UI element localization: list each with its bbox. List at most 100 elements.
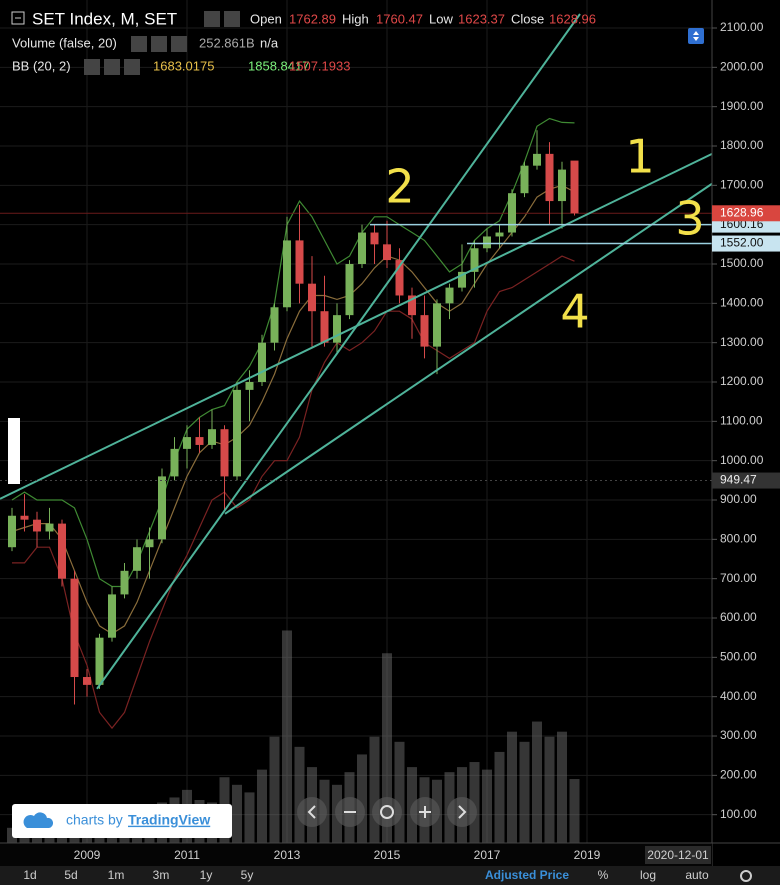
time-axis-layer: 2009 2011 2013 2015 2017 2019 <box>74 848 601 862</box>
bb-settings[interactable] <box>104 59 120 75</box>
scroll-left-button[interactable] <box>297 797 327 827</box>
y-tick-label: 1400.00 <box>720 296 764 310</box>
candle-body <box>470 248 479 272</box>
crosshair-label: 949.47 <box>720 473 757 487</box>
volume-remove[interactable] <box>171 36 187 52</box>
bb-eye[interactable] <box>84 59 100 75</box>
candle-body <box>8 515 16 548</box>
zoom-icons <box>307 805 467 819</box>
interval-button[interactable]: 5y <box>241 868 254 882</box>
candle-body <box>570 160 579 214</box>
y-tick-label: 1300.00 <box>720 335 764 349</box>
cloud-icon <box>23 812 54 828</box>
candle-body <box>395 260 404 296</box>
interval-button[interactable]: 1m <box>108 868 125 882</box>
volume-eye[interactable] <box>131 36 147 52</box>
y-tick-label: 1900.00 <box>720 99 764 113</box>
y-tick-label: 1500.00 <box>720 256 764 270</box>
x-tick-label: 2013 <box>274 848 301 862</box>
settings-button[interactable] <box>224 11 240 27</box>
candle-body <box>295 240 304 284</box>
watermark: charts by TradingView <box>12 804 232 838</box>
side-handle[interactable] <box>8 418 20 484</box>
trend-line <box>224 182 713 515</box>
interval-button[interactable]: 5d <box>64 868 77 882</box>
candle-body <box>58 523 66 579</box>
grid <box>0 0 712 843</box>
candle-body <box>83 677 91 685</box>
bb-label: BB (20, 2) <box>12 58 71 73</box>
watermark-brand[interactable]: TradingView <box>128 812 210 828</box>
interval-button[interactable]: 3m <box>153 868 170 882</box>
candle-body <box>358 232 366 265</box>
x-tick-label: 2009 <box>74 848 101 862</box>
time-axis-panel <box>0 843 712 866</box>
collapse-icon[interactable] <box>11 11 25 25</box>
scroll-right-button[interactable] <box>447 797 477 827</box>
y-tick-label: 2100.00 <box>720 20 764 34</box>
volume-settings[interactable] <box>151 36 167 52</box>
candle-body <box>458 271 466 288</box>
close-label: Close <box>511 11 544 26</box>
y-tick-label: 400.00 <box>720 689 757 703</box>
settings-gear[interactable] <box>740 870 752 882</box>
axis-layer: 100.00 200.00 300.00 400.00 500.00 600.00 700.… <box>712 20 780 821</box>
volume-bar <box>282 630 292 843</box>
close-value: 1628.96 <box>549 11 596 26</box>
high-label: High <box>342 11 369 26</box>
annotation: 2 <box>385 160 414 214</box>
low-label: Low <box>429 11 453 26</box>
watermark-box[interactable] <box>12 804 232 838</box>
bb-middle-value: 1683.0175 <box>153 58 214 73</box>
volume-bar <box>294 746 305 843</box>
candle-body <box>333 315 341 343</box>
date-box <box>645 846 711 864</box>
y-tick-label: 800.00 <box>720 532 757 546</box>
scroll-icon <box>693 31 699 41</box>
annotation: 3 <box>675 192 704 246</box>
symbol: SET Index, M, SET <box>32 9 177 28</box>
candle-body <box>208 429 216 445</box>
volume-bar <box>244 792 255 843</box>
volume-bar <box>494 751 505 843</box>
y-tick-label: 1700.00 <box>720 178 764 192</box>
bb-remove[interactable] <box>124 59 140 75</box>
last-price-box <box>712 205 780 222</box>
interval-button[interactable]: 1y <box>200 868 213 882</box>
y-tick-label: 200.00 <box>720 768 757 782</box>
watermark-prefix: charts by <box>66 812 123 828</box>
price-line-box <box>712 235 780 252</box>
candle-body <box>520 165 529 194</box>
bb-upper-value: 1858.8417 <box>248 58 309 73</box>
auto-button[interactable]: auto <box>685 868 709 882</box>
interval-button[interactable]: 1d <box>23 868 36 882</box>
y-tick-label: 2000.00 <box>720 60 764 74</box>
volume-bar <box>357 754 367 843</box>
candle-body <box>120 570 129 595</box>
trend-layer: 1 2 3 4 <box>0 13 713 690</box>
candle-body <box>258 342 266 383</box>
low-value: 1623.37 <box>458 11 505 26</box>
candle-body <box>445 287 454 304</box>
log-button[interactable]: log <box>640 868 656 882</box>
y-tick-label: 900.00 <box>720 492 757 506</box>
scroll-button[interactable] <box>688 28 704 44</box>
candle-body <box>558 169 566 202</box>
eye-button[interactable] <box>204 11 220 27</box>
candle-body <box>133 547 141 571</box>
volume-bar <box>557 731 567 843</box>
date-label: 2020-12-01 <box>647 848 709 862</box>
candle-body <box>20 515 29 520</box>
adjusted-price-button[interactable]: Adjusted Price <box>485 868 569 882</box>
candle-body <box>183 437 191 449</box>
reset-button[interactable] <box>372 797 402 827</box>
volume-bar <box>544 736 555 843</box>
candle-body <box>308 283 316 312</box>
y-tick-label: 100.00 <box>720 807 757 821</box>
volume-bar <box>469 762 480 843</box>
x-tick-label: 2015 <box>374 848 401 862</box>
trend-line <box>96 13 581 690</box>
candle-body <box>370 232 379 245</box>
percent-button[interactable]: % <box>598 868 609 882</box>
